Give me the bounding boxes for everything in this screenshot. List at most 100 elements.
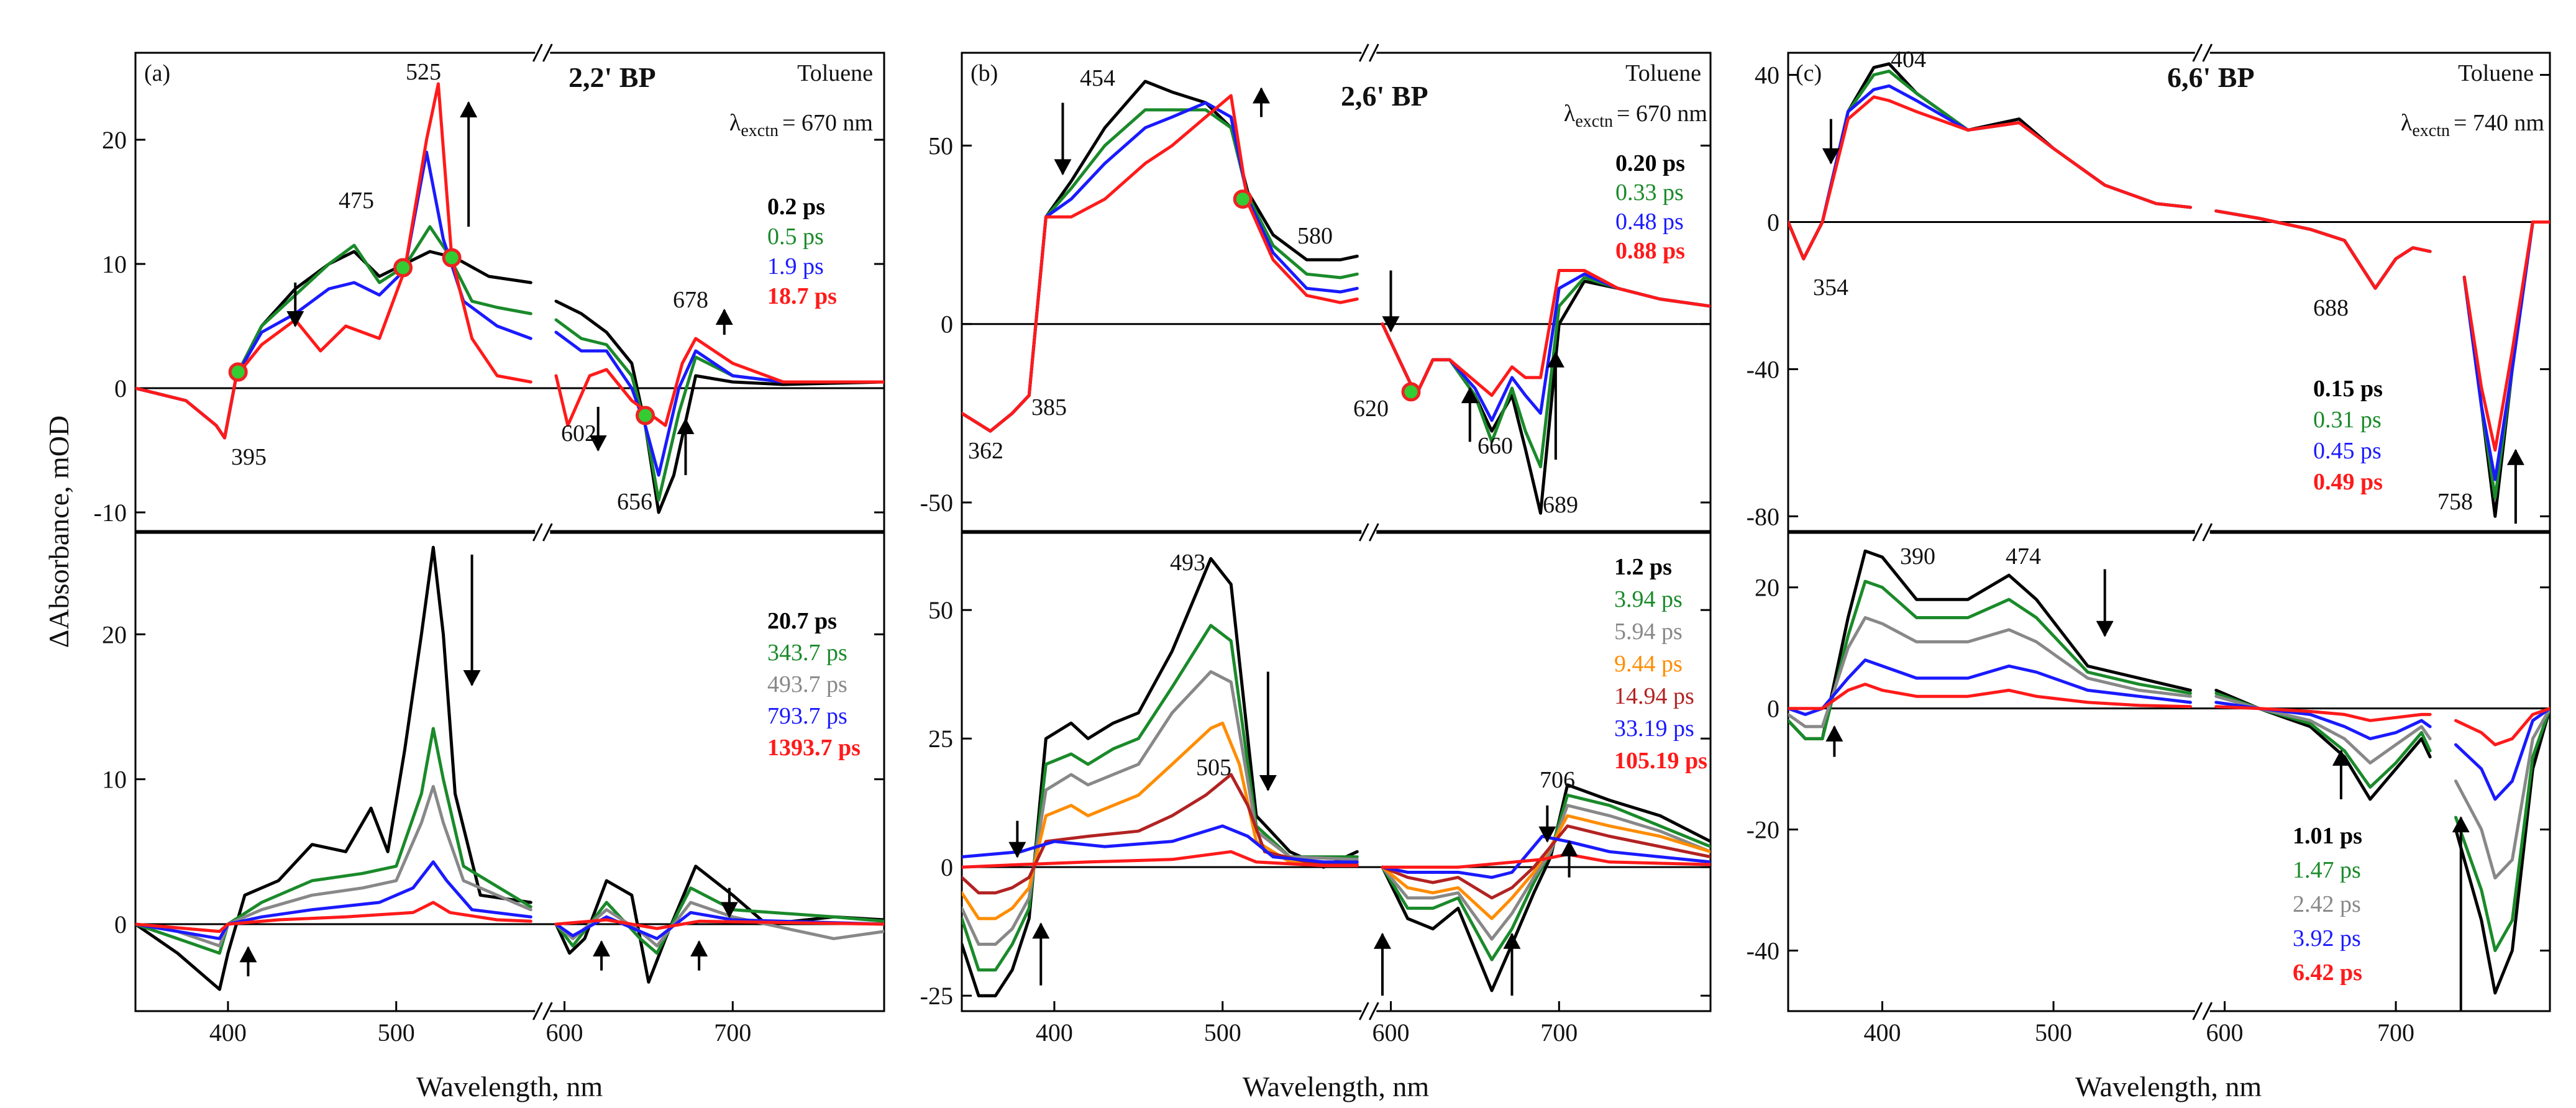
peak-label-602: 602 xyxy=(561,420,596,447)
series-line-33.19-ps xyxy=(1381,835,1710,879)
lambda-value: = 740 nm xyxy=(2454,110,2544,136)
axis-break-slash xyxy=(542,1002,553,1020)
y-tick-label: 20 xyxy=(1755,574,1779,602)
legend-entry: 9.44 ps xyxy=(1614,651,1683,677)
legend-entry: 0.2 ps xyxy=(767,194,825,220)
legend: 0.2 ps 0.5 ps 1.9 ps 18.7 ps xyxy=(767,194,837,309)
legend: 20.7 ps 343.7 ps 493.7 ps 793.7 ps 1393.7 ps xyxy=(767,608,861,761)
lambda-value: = 670 nm xyxy=(1617,101,1707,127)
series-line-5.94-ps xyxy=(1381,804,1710,941)
axis-break-slash xyxy=(1368,1002,1379,1020)
trend-arrow-head xyxy=(720,902,738,919)
series-line-1.9-ps xyxy=(554,330,884,477)
trend-arrows xyxy=(1822,119,2524,524)
axis-break-slash xyxy=(532,1002,543,1020)
axis-break-slash xyxy=(2192,43,2203,62)
lambda-symbol: λ xyxy=(729,110,741,136)
x-tick-label: 400 xyxy=(209,1019,247,1047)
spectra-series xyxy=(962,79,1710,515)
legend-entry: 0.88 ps xyxy=(1615,238,1685,264)
lambda-subscript: exctn xyxy=(741,121,779,140)
series-line-1.2-ps xyxy=(962,556,1359,997)
legend-entry: 0.20 ps xyxy=(1615,150,1685,176)
solvent-label: Toluene xyxy=(2458,60,2534,86)
trend-arrows xyxy=(286,101,733,475)
series-line-1.9-ps xyxy=(135,150,532,440)
series-line-493.7-ps xyxy=(135,784,532,948)
trend-arrow-head xyxy=(1253,87,1270,104)
peak-label-758: 758 xyxy=(2437,489,2473,515)
spectra-series xyxy=(1788,62,2550,518)
peak-label-395: 395 xyxy=(231,444,267,470)
isosbestic-point xyxy=(442,248,462,268)
y-tick-label: 0 xyxy=(114,910,127,938)
lambda-subscript: exctn xyxy=(2412,121,2450,140)
trend-arrow-head xyxy=(715,309,733,325)
series-line-1.47-ps xyxy=(2454,707,2550,952)
axis-break-slash xyxy=(2192,523,2203,542)
plot-frame xyxy=(134,532,885,1012)
legend-entry: 343.7 ps xyxy=(767,640,847,666)
spectra-series xyxy=(1788,549,2550,995)
series-line-0.49-ps xyxy=(2462,220,2550,452)
excitation-label: λexctn = 670 nm xyxy=(1564,101,1707,131)
series-line-9.44-ps xyxy=(962,721,1359,920)
legend-entry: 6.42 ps xyxy=(2293,960,2362,986)
trend-arrow-head xyxy=(589,435,607,452)
series-line-793.7-ps xyxy=(135,860,532,940)
y-tick-label: 20 xyxy=(102,126,127,154)
series-line-105.19-ps xyxy=(962,850,1359,869)
legend-entry: 0.33 ps xyxy=(1615,179,1684,206)
y-tick-label: 50 xyxy=(928,596,953,624)
peak-label-362: 362 xyxy=(968,438,1003,464)
trend-arrow-head xyxy=(2096,620,2114,637)
trend-arrow-head xyxy=(1373,932,1391,949)
spectra-series xyxy=(135,545,884,991)
axis-break-slash xyxy=(2192,1002,2203,1020)
peak-label-474: 474 xyxy=(2006,543,2041,570)
panel-title: 6,6' BP xyxy=(2167,61,2255,93)
series-line-0.49-ps xyxy=(1788,95,2192,261)
trend-arrow-head xyxy=(286,311,304,327)
peak-label-620: 620 xyxy=(1353,396,1389,422)
axis-break-slash xyxy=(532,523,543,542)
y-tick-label: -25 xyxy=(920,982,953,1010)
panel-c-top: -80 -40 0 40 0.15 ps 0.31 ps 0.45 ps 0.49 ps (… xyxy=(1747,47,2551,532)
series-line-3.94-ps xyxy=(1381,793,1710,961)
panel-a-top: -10 0 10 20 0.2 ps 0.5 ps 1.9 ps 18.7 ps (a) 2… xyxy=(94,52,885,532)
y-ticks: -50 0 50 xyxy=(920,132,1710,517)
y-tick-label: 0 xyxy=(1767,208,1779,236)
x-tick-label: 700 xyxy=(714,1019,751,1047)
peak-label-475: 475 xyxy=(339,188,374,214)
legend-entry: 3.94 ps xyxy=(1614,586,1683,612)
series-line-3.92-ps xyxy=(2454,707,2550,801)
y-tick-label: 0 xyxy=(1767,695,1779,723)
x-tick-label: 700 xyxy=(1540,1019,1578,1047)
series-line-33.19-ps xyxy=(962,824,1359,864)
y-tick-label: 0 xyxy=(941,311,953,338)
y-tick-label: -80 xyxy=(1747,502,1779,530)
series-line-0.33-ps xyxy=(962,108,1359,433)
y-tick-label: -40 xyxy=(1747,355,1779,383)
x-tick-label: 600 xyxy=(546,1019,583,1047)
series-line-9.44-ps xyxy=(1381,814,1710,920)
plot-frame xyxy=(961,532,1712,1012)
series-line-0.45-ps xyxy=(1788,84,2192,261)
trend-arrow-head xyxy=(2506,448,2524,465)
series-line-343.7-ps xyxy=(554,886,884,955)
series-line-14.94-ps xyxy=(1381,824,1710,900)
x-tick-label: 500 xyxy=(2035,1019,2072,1047)
legend-entry: 3.92 ps xyxy=(2293,925,2361,951)
isosbestic-points xyxy=(1233,189,1421,402)
series-line-1.2-ps xyxy=(1381,783,1710,992)
y-tick-label: -50 xyxy=(920,489,953,517)
series-line-0.49-ps xyxy=(2214,209,2432,290)
trend-arrow-head xyxy=(239,946,257,963)
peak-label-706: 706 xyxy=(1540,767,1575,793)
axis-break-slash xyxy=(2202,1002,2213,1020)
legend-entry: 793.7 ps xyxy=(767,703,847,729)
legend-entry: 105.19 ps xyxy=(1614,748,1707,774)
y-tick-label: 10 xyxy=(102,250,127,278)
y-tick-label: 0 xyxy=(114,375,127,402)
